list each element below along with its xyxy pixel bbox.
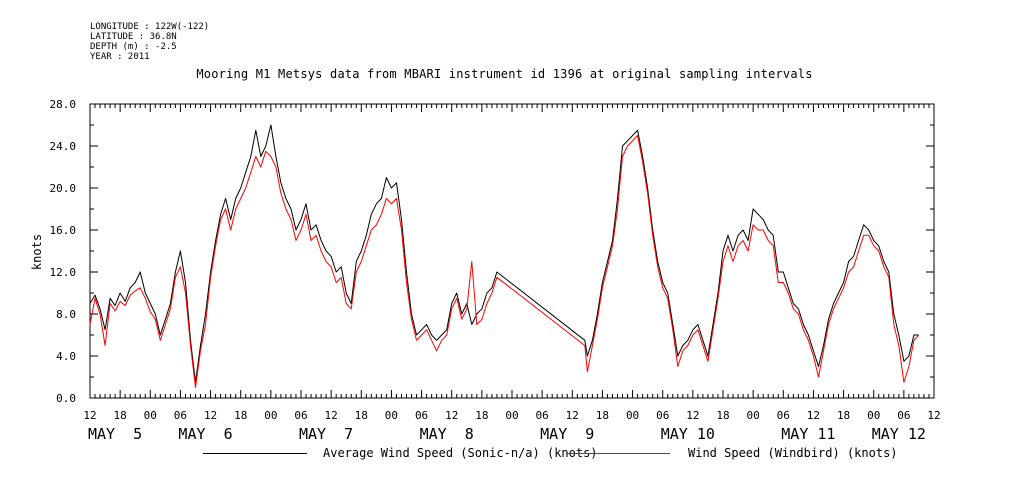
y-tick-label: 20.0	[50, 182, 77, 195]
x-tick-label: 12	[445, 409, 458, 422]
x-date-label: MAY 11	[781, 425, 835, 443]
legend: Average Wind Speed (Sonic-n/a) (knots) W…	[0, 444, 1009, 464]
x-tick-label: 18	[114, 409, 127, 422]
x-tick-label: 18	[716, 409, 729, 422]
x-tick-label: 06	[656, 409, 669, 422]
x-tick-label: 12	[807, 409, 820, 422]
y-axis-label: knots	[30, 234, 44, 270]
x-tick-label: 00	[144, 409, 157, 422]
y-tick-label: 4.0	[56, 350, 76, 363]
station-metadata: LONGITUDE : 122W(-122) LATITUDE : 36.8N …	[90, 22, 209, 62]
y-tick-label: 0.0	[56, 392, 76, 405]
legend-line-average	[203, 453, 307, 454]
plot-frame	[89, 103, 935, 399]
x-tick-label: 12	[566, 409, 579, 422]
year-label: YEAR : 2011	[90, 52, 150, 62]
y-tick-label: 16.0	[50, 224, 77, 237]
legend-label-average: Average Wind Speed (Sonic-n/a) (knots)	[323, 446, 598, 460]
x-tick-label: 18	[355, 409, 368, 422]
legend-line-windbird	[566, 453, 670, 454]
longitude-label: LONGITUDE : 122W(-122)	[90, 22, 210, 32]
latitude-label: LATITUDE : 36.8N	[90, 32, 177, 42]
y-tick-label: 12.0	[50, 266, 77, 279]
x-date-label: MAY 10	[661, 425, 715, 443]
x-tick-label: 12	[83, 409, 96, 422]
series-layer	[89, 124, 920, 388]
x-tick-label: 18	[475, 409, 488, 422]
depth-label: DEPTH (m) : -2.5	[90, 42, 177, 52]
x-tick-label: 12	[686, 409, 699, 422]
x-tick-label: 00	[385, 409, 398, 422]
x-tick-label: 06	[897, 409, 910, 422]
chart-title: Mooring M1 Metsys data from MBARI instru…	[196, 67, 813, 81]
x-tick-label: 00	[747, 409, 760, 422]
x-tick-label: 06	[174, 409, 187, 422]
x-tick-label: 06	[777, 409, 790, 422]
y-tick-label: 28.0	[50, 98, 77, 111]
x-tick-label: 12	[325, 409, 338, 422]
x-tick-label: 18	[837, 409, 850, 422]
x-tick-label: 06	[415, 409, 428, 422]
x-tick-label: 00	[264, 409, 277, 422]
x-tick-label: 18	[234, 409, 247, 422]
legend-label-windbird: Wind Speed (Windbird) (knots)	[688, 446, 898, 460]
x-tick-label: 00	[626, 409, 639, 422]
x-date-label: MAY 5	[88, 425, 142, 443]
x-tick-label: 00	[867, 409, 880, 422]
series-line-windbird-wind-speed	[89, 135, 920, 388]
x-tick-label: 06	[294, 409, 307, 422]
x-tick-label: 06	[536, 409, 549, 422]
axis-labels: 0.0 4.0 8.0 12.0 16.0 20.0 24.0 28.0 12 18 00 06 12 1…	[50, 98, 941, 443]
y-tick-label: 8.0	[56, 308, 76, 321]
x-date-label: MAY 12	[872, 425, 926, 443]
tick-marks	[89, 103, 935, 399]
x-date-label: MAY 7	[299, 425, 353, 443]
y-tick-label: 24.0	[50, 140, 77, 153]
x-tick-label: 00	[505, 409, 518, 422]
x-date-label: MAY 8	[420, 425, 474, 443]
x-date-label: MAY 6	[178, 425, 232, 443]
x-tick-label: 12	[204, 409, 217, 422]
series-line-average-wind-speed	[89, 124, 919, 383]
x-tick-label: 12	[927, 409, 940, 422]
x-date-label: MAY 9	[540, 425, 594, 443]
x-tick-label: 18	[596, 409, 609, 422]
